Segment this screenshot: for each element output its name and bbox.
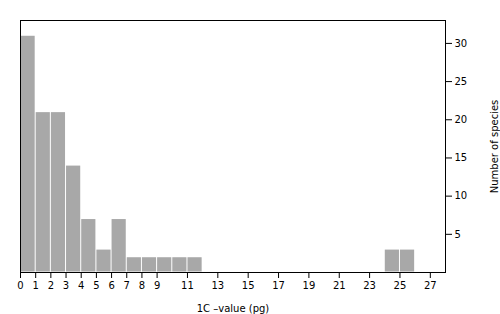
svg-text:13: 13 — [211, 280, 224, 291]
svg-text:19: 19 — [303, 280, 316, 291]
svg-text:25: 25 — [455, 76, 468, 87]
svg-text:9: 9 — [154, 280, 160, 291]
svg-text:1: 1 — [32, 280, 38, 291]
svg-text:0: 0 — [17, 280, 23, 291]
svg-text:27: 27 — [424, 280, 437, 291]
svg-text:20: 20 — [455, 114, 468, 125]
svg-text:3: 3 — [63, 280, 69, 291]
svg-text:15: 15 — [242, 280, 255, 291]
svg-text:6: 6 — [108, 280, 114, 291]
svg-text:17: 17 — [272, 280, 285, 291]
svg-text:5: 5 — [93, 280, 99, 291]
svg-text:30: 30 — [455, 38, 468, 49]
svg-text:21: 21 — [333, 280, 346, 291]
svg-text:1C –value (pg): 1C –value (pg) — [197, 303, 270, 314]
svg-text:8: 8 — [139, 280, 145, 291]
svg-text:10: 10 — [455, 190, 468, 201]
svg-text:23: 23 — [363, 280, 376, 291]
svg-text:11: 11 — [181, 280, 194, 291]
svg-text:15: 15 — [455, 152, 468, 163]
svg-text:7: 7 — [124, 280, 130, 291]
svg-text:5: 5 — [455, 229, 461, 240]
svg-text:Number of species: Number of species — [489, 100, 500, 194]
svg-text:2: 2 — [48, 280, 54, 291]
svg-text:25: 25 — [394, 280, 407, 291]
svg-text:4: 4 — [78, 280, 84, 291]
